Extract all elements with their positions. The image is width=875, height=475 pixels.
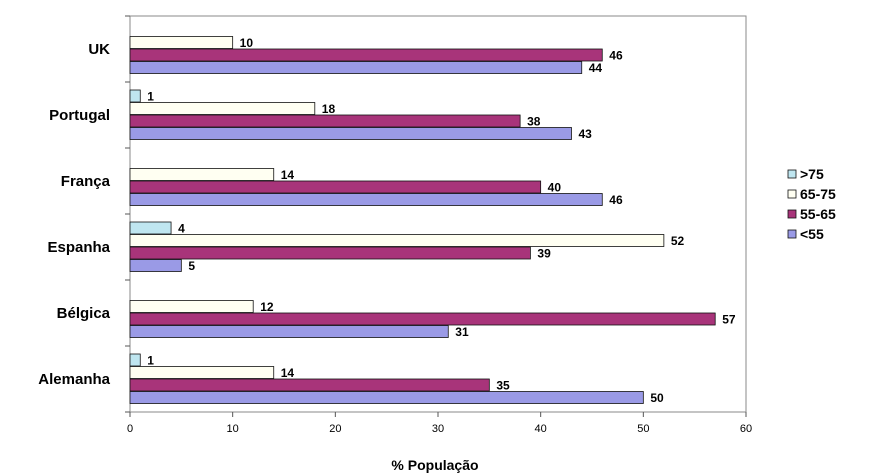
bar-bélgica-2 xyxy=(129,312,716,326)
data-label: 57 xyxy=(722,313,736,327)
data-label: 14 xyxy=(281,366,295,380)
x-tick-label: 20 xyxy=(329,423,341,435)
legend-swatch xyxy=(787,229,797,239)
data-label: 38 xyxy=(527,115,541,129)
bar-portugal-1 xyxy=(129,102,316,115)
data-label: 4 xyxy=(178,222,185,236)
legend-swatch xyxy=(787,189,797,199)
legend: >75 65-75 55-65 <55 xyxy=(787,166,836,242)
data-label: 46 xyxy=(609,49,623,63)
data-label: 5 xyxy=(188,259,195,273)
category-label: Espanha xyxy=(47,239,110,256)
data-labels-layer: 10 46 44 1 18 38 43 14 40 46 4 52 39 5 12 57 31 1 14 35 50 xyxy=(147,36,736,405)
bar-espanha-3 xyxy=(129,259,182,272)
plot-area xyxy=(125,15,747,413)
bar-uk-1 xyxy=(129,36,234,49)
x-tick-label: 0 xyxy=(127,423,133,435)
bar-uk-2 xyxy=(129,48,603,62)
bar-bélgica-3 xyxy=(129,325,449,338)
bar-alemanha-0 xyxy=(129,353,141,367)
bars-layer xyxy=(129,36,716,404)
plot-border xyxy=(129,15,747,413)
bar-espanha-1 xyxy=(129,234,665,247)
legend-label: <55 xyxy=(800,226,824,242)
bar-alemanha-3 xyxy=(129,391,644,404)
data-label: 35 xyxy=(496,379,510,393)
data-label: 1 xyxy=(147,90,154,104)
category-label: UK xyxy=(88,41,110,58)
bar-portugal-0 xyxy=(129,89,141,103)
data-label: 12 xyxy=(260,300,274,314)
bar-alemanha-2 xyxy=(129,378,490,392)
x-axis-title: % População xyxy=(391,457,478,473)
x-tick-label: 40 xyxy=(535,423,547,435)
x-tick-label: 10 xyxy=(227,423,239,435)
x-tick-label: 30 xyxy=(432,423,444,435)
data-label: 44 xyxy=(589,61,603,75)
data-label: 39 xyxy=(537,247,551,261)
bar-espanha-2 xyxy=(129,246,531,260)
data-label: 18 xyxy=(322,102,336,116)
data-label: 50 xyxy=(650,391,664,405)
legend-label: 55-65 xyxy=(800,206,836,222)
bar-bélgica-1 xyxy=(129,300,254,313)
data-label: 10 xyxy=(240,36,254,50)
category-label: França xyxy=(61,173,111,190)
category-labels: UK Portugal França Espanha Bélgica Alemanha xyxy=(38,41,110,388)
legend-swatch xyxy=(787,169,797,179)
category-label: Bélgica xyxy=(57,305,111,322)
bar-portugal-2 xyxy=(129,114,521,128)
category-label: Portugal xyxy=(49,107,110,124)
bar-frança-1 xyxy=(129,168,275,181)
x-tick-label: 60 xyxy=(740,423,752,435)
bar-alemanha-1 xyxy=(129,366,275,379)
data-label: 46 xyxy=(609,193,623,207)
data-label: 1 xyxy=(147,354,154,368)
data-label: 14 xyxy=(281,168,295,182)
bar-uk-3 xyxy=(129,61,583,74)
data-label: 40 xyxy=(548,181,562,195)
data-label: 31 xyxy=(455,325,469,339)
x-axis-ticks: 0 10 20 30 40 50 60 xyxy=(127,412,752,435)
legend-label: >75 xyxy=(800,166,824,182)
bar-frança-3 xyxy=(129,193,603,206)
data-label: 43 xyxy=(578,127,592,141)
legend-label: 65-75 xyxy=(800,186,836,202)
bar-portugal-3 xyxy=(129,127,572,140)
bar-espanha-0 xyxy=(129,221,172,235)
legend-swatch xyxy=(787,209,797,219)
x-tick-label: 50 xyxy=(637,423,649,435)
category-label: Alemanha xyxy=(38,371,110,388)
data-label: 52 xyxy=(671,234,685,248)
bar-frança-2 xyxy=(129,180,542,194)
